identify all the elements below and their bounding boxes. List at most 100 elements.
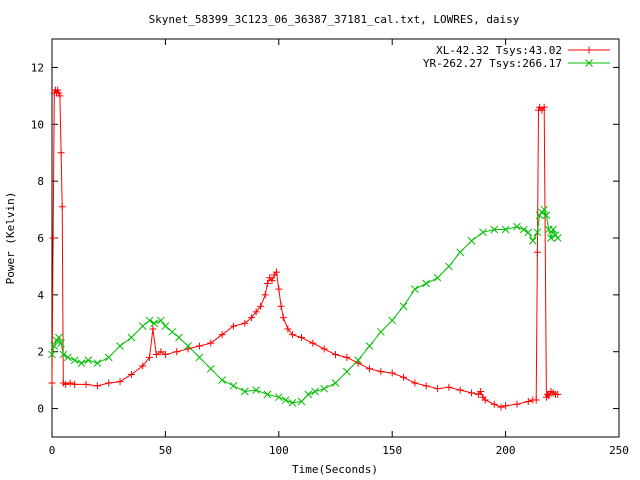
series-1-point	[82, 380, 90, 388]
series-1-point	[332, 351, 339, 359]
series-1-point	[161, 351, 169, 359]
series-1-point	[540, 103, 548, 111]
y-axis-label: Power (Kelvin)	[4, 192, 17, 285]
series-2-point	[150, 319, 158, 328]
series-1-line	[51, 88, 558, 408]
series-1-point	[257, 302, 265, 310]
series-2-point	[206, 364, 215, 373]
series-2-point	[490, 225, 499, 234]
series-1-point	[554, 390, 562, 398]
series-2-point	[57, 339, 65, 348]
series-1-point	[54, 86, 62, 94]
series-2-point	[104, 353, 113, 362]
series-1-point	[366, 365, 374, 373]
series-1-point	[544, 390, 552, 398]
legend-marker-2	[585, 59, 593, 67]
series-2-point	[547, 234, 555, 242]
series-2-point	[433, 273, 442, 282]
series-1-point	[297, 334, 305, 341]
series-2-point	[168, 327, 177, 336]
series-2-point	[161, 322, 170, 330]
series-1-point	[532, 396, 540, 404]
series-2-point	[513, 222, 521, 231]
series-1-point	[288, 331, 296, 339]
series-1-point	[343, 353, 351, 361]
series-2-point	[116, 342, 124, 350]
legend-label-1: XL-42.32 Tsys:43.02	[436, 44, 562, 57]
series-1-point	[524, 397, 532, 405]
series-1-point	[195, 342, 203, 350]
legend-marker-1	[585, 46, 593, 54]
series-1-point	[388, 369, 396, 377]
series-2-point	[479, 228, 487, 237]
series-1-point	[422, 382, 430, 390]
series-2-point	[297, 397, 306, 406]
series-1-point	[241, 319, 249, 327]
x-tick-label: 250	[609, 444, 629, 457]
y-tick-label: 12	[31, 61, 44, 74]
series-1-point	[139, 362, 147, 370]
series-2-point	[342, 367, 351, 376]
series-1-point	[275, 285, 283, 293]
series-1-point	[48, 379, 56, 387]
series-1-point	[545, 392, 553, 400]
series-1-point	[56, 92, 64, 100]
series-2-point	[263, 390, 272, 399]
x-tick-label: 150	[382, 444, 402, 457]
series-1-point	[149, 325, 157, 333]
series-1-point	[377, 368, 385, 376]
series-1-point	[490, 400, 498, 408]
series-2-point	[218, 376, 226, 384]
series-1-point	[66, 379, 74, 387]
series-2-point	[399, 302, 408, 311]
series-1-point	[157, 348, 165, 356]
series-2-point	[281, 396, 290, 404]
series-2-point	[77, 359, 86, 367]
series-2-point	[365, 342, 374, 350]
series-1-point	[268, 277, 276, 285]
series-1-point	[252, 308, 260, 316]
series-1-point	[62, 380, 70, 388]
series-1-point	[248, 314, 256, 322]
x-tick-label: 0	[49, 444, 56, 457]
series-2-point	[54, 333, 63, 342]
series-2-point	[540, 205, 549, 214]
series-2-point	[50, 342, 59, 350]
series-2-point	[240, 387, 249, 396]
series-1-point	[218, 331, 226, 339]
series-1-point	[58, 203, 66, 211]
series-2-point	[288, 399, 297, 407]
series-2-point	[138, 322, 147, 330]
series-2-point	[175, 333, 183, 342]
series-2-line	[51, 208, 559, 404]
y-tick-label: 0	[37, 403, 44, 416]
series-2-point	[388, 316, 397, 325]
series-1-point	[93, 382, 101, 390]
series-2-point	[64, 353, 72, 362]
series-1-point	[277, 302, 285, 310]
series-1-point	[320, 345, 328, 353]
series-1-point	[127, 370, 135, 378]
series-2-point	[59, 350, 68, 359]
series-1-point	[261, 291, 269, 299]
series-2-point	[354, 356, 363, 365]
series-2-point	[524, 228, 533, 237]
series-2	[48, 205, 562, 407]
series-1-point	[434, 385, 442, 393]
series-1-point	[263, 279, 271, 287]
y-tick-label: 2	[37, 346, 44, 359]
series-1-point	[309, 339, 317, 347]
series-2-point	[84, 356, 93, 365]
series-1-point	[71, 380, 79, 388]
y-tick-label: 10	[31, 118, 44, 131]
series-2-point	[127, 333, 136, 342]
series-1-point	[468, 389, 476, 397]
series-2-point	[157, 316, 165, 325]
y-tick-label: 4	[37, 289, 44, 302]
series-2-point	[48, 350, 56, 359]
legend-label-2: YR-262.27 Tsys:266.17	[423, 57, 562, 70]
x-tick-label: 50	[159, 444, 172, 457]
series-1-point	[116, 378, 124, 386]
